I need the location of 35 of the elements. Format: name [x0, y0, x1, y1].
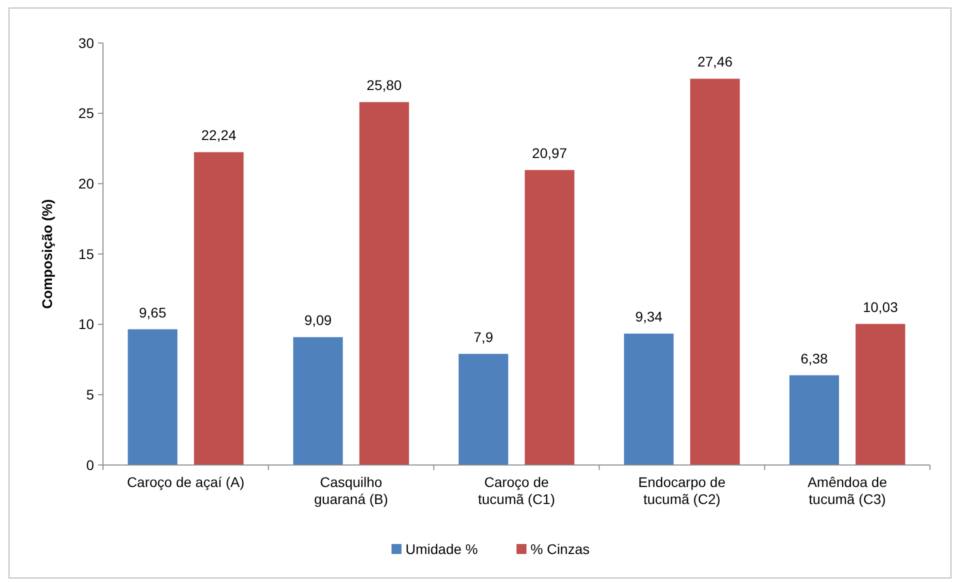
- y-tick-label: 5: [86, 386, 94, 403]
- y-axis-title: Composição (%): [39, 199, 55, 309]
- data-label: 20,97: [532, 145, 568, 162]
- bar: [690, 78, 740, 465]
- x-tick-label: Endocarpo de tucumã (C2): [638, 474, 726, 507]
- data-label: 10,03: [862, 298, 898, 315]
- data-label: 27,46: [697, 54, 733, 70]
- bar: [458, 354, 508, 465]
- x-tick-label: Amêndoa de tucumã (C3): [808, 474, 888, 507]
- data-label: 6,38: [800, 350, 828, 366]
- bar: [128, 329, 178, 465]
- data-label: 22,24: [201, 127, 237, 144]
- bar: [359, 102, 409, 465]
- x-tick-label: Casquilho guaraná (B): [314, 474, 388, 507]
- y-tick-label: 0: [86, 456, 94, 473]
- data-label: 25,80: [366, 77, 402, 94]
- legend-label: % Cinzas: [530, 540, 590, 557]
- y-tick-label: 25: [78, 105, 94, 122]
- legend-label: Umidade %: [406, 540, 478, 557]
- bar: [293, 337, 343, 465]
- x-tick-label: Caroço de tucumã (C1): [478, 474, 556, 507]
- data-label: 7,9: [474, 328, 494, 345]
- bar: [624, 334, 674, 465]
- bar: [524, 170, 574, 465]
- bar: [789, 375, 840, 465]
- y-tick-label: 30: [78, 34, 94, 51]
- y-tick-label: 10: [78, 316, 94, 332]
- data-label: 9,09: [304, 312, 332, 328]
- y-tick-label: 20: [78, 176, 94, 192]
- bar: [194, 152, 244, 465]
- data-label: 9,34: [635, 308, 663, 325]
- y-tick-label: 15: [78, 246, 94, 262]
- data-label: 9,65: [138, 304, 166, 320]
- bar: [856, 324, 906, 465]
- x-tick-label: Caroço de açaí (A): [126, 474, 244, 490]
